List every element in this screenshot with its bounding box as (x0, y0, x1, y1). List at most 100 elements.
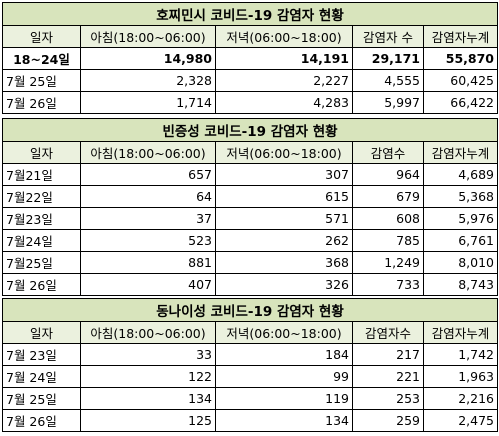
table-row: 7월 25일 134 119 253 2,216 (2, 387, 498, 410)
header-morning[interactable]: 아침(18:00~06:00) (80, 141, 216, 164)
cell-morning[interactable]: 881 (80, 251, 216, 274)
cell-evening[interactable]: 571 (215, 207, 353, 230)
table-row: 7월21일 657 307 964 4,689 (2, 163, 498, 186)
cell-cases[interactable]: 785 (352, 229, 424, 252)
header-cases[interactable]: 감염자수 (352, 321, 424, 344)
cell-cases[interactable]: 1,249 (352, 251, 424, 274)
header-evening[interactable]: 저녁(06:00~18:00) (215, 141, 353, 164)
cell-date[interactable]: 7월25일 (2, 251, 81, 274)
table-row: 7월22일 64 615 679 5,368 (2, 185, 498, 208)
cell-evening[interactable]: 14,191 (215, 47, 353, 70)
table-title-row: 빈증성 코비드-19 감염자 현황 (2, 118, 498, 142)
cell-morning[interactable]: 2,328 (80, 69, 216, 92)
table-title-row: 호찌민시 코비드-19 감염자 현황 (2, 2, 498, 26)
cell-date[interactable]: 7월 26일 (2, 91, 81, 114)
cell-evening[interactable]: 615 (215, 185, 353, 208)
cell-date[interactable]: 7월22일 (2, 185, 81, 208)
table-row: 7월 24일 122 99 221 1,963 (2, 365, 498, 388)
cell-cases[interactable]: 221 (352, 365, 424, 388)
cell-cumulative[interactable]: 2,475 (423, 409, 498, 432)
cell-evening[interactable]: 368 (215, 251, 353, 274)
cell-cumulative[interactable]: 5,368 (423, 185, 498, 208)
cell-date[interactable]: 7월 24일 (2, 365, 81, 388)
cell-morning[interactable]: 657 (80, 163, 216, 186)
cell-date[interactable]: 7월 26일 (2, 273, 81, 296)
table-row: 18~24일 14,980 14,191 29,171 55,870 (2, 47, 498, 70)
cell-cases[interactable]: 253 (352, 387, 424, 410)
cell-evening[interactable]: 262 (215, 229, 353, 252)
header-evening[interactable]: 저녁(06:00~18:00) (215, 25, 353, 48)
header-evening[interactable]: 저녁(06:00~18:00) (215, 321, 353, 344)
cell-cases[interactable]: 217 (352, 343, 424, 366)
cell-cumulative[interactable]: 55,870 (423, 47, 498, 70)
cell-cumulative[interactable]: 66,422 (423, 91, 498, 114)
hcmc-covid-table: 호찌민시 코비드-19 감염자 현황 일자 아침(18:00~06:00) 저녁… (2, 2, 498, 114)
header-morning[interactable]: 아침(18:00~06:00) (80, 321, 216, 344)
cell-cumulative[interactable]: 8,743 (423, 273, 498, 296)
cell-morning[interactable]: 407 (80, 273, 216, 296)
cell-cases[interactable]: 29,171 (352, 47, 424, 70)
cell-evening[interactable]: 4,283 (215, 91, 353, 114)
cell-morning[interactable]: 37 (80, 207, 216, 230)
cell-date[interactable]: 7월 23일 (2, 343, 81, 366)
cell-evening[interactable]: 119 (215, 387, 353, 410)
cell-cumulative[interactable]: 2,216 (423, 387, 498, 410)
header-cumulative[interactable]: 감염자누계 (423, 25, 498, 48)
header-date[interactable]: 일자 (2, 321, 81, 344)
dong-nai-covid-table: 동나이성 코비드-19 감염자 현황 일자 아침(18:00~06:00) 저녁… (2, 298, 498, 432)
cell-date[interactable]: 7월 26일 (2, 409, 81, 432)
cell-cumulative[interactable]: 5,976 (423, 207, 498, 230)
table-title[interactable]: 동나이성 코비드-19 감염자 현황 (2, 298, 498, 322)
cell-date[interactable]: 7월21일 (2, 163, 81, 186)
cell-evening[interactable]: 99 (215, 365, 353, 388)
cell-evening[interactable]: 307 (215, 163, 353, 186)
cell-morning[interactable]: 64 (80, 185, 216, 208)
cell-cumulative[interactable]: 8,010 (423, 251, 498, 274)
cell-cases[interactable]: 679 (352, 185, 424, 208)
cell-cumulative[interactable]: 4,689 (423, 163, 498, 186)
header-row: 일자 아침(18:00~06:00) 저녁(06:00~18:00) 감염자 수… (2, 25, 498, 48)
cell-cases[interactable]: 5,997 (352, 91, 424, 114)
cell-morning[interactable]: 122 (80, 365, 216, 388)
cell-cumulative[interactable]: 1,963 (423, 365, 498, 388)
cell-evening[interactable]: 134 (215, 409, 353, 432)
cell-cases[interactable]: 964 (352, 163, 424, 186)
cell-morning[interactable]: 14,980 (80, 47, 216, 70)
cell-morning[interactable]: 1,714 (80, 91, 216, 114)
cell-date[interactable]: 7월24일 (2, 229, 81, 252)
cell-date[interactable]: 7월 25일 (2, 69, 81, 92)
cell-morning[interactable]: 33 (80, 343, 216, 366)
table-row: 7월 26일 1,714 4,283 5,997 66,422 (2, 91, 498, 114)
cell-cases[interactable]: 733 (352, 273, 424, 296)
cell-date[interactable]: 7월 25일 (2, 387, 81, 410)
cell-cumulative[interactable]: 60,425 (423, 69, 498, 92)
table-title[interactable]: 빈증성 코비드-19 감염자 현황 (2, 118, 498, 142)
header-cumulative[interactable]: 감염자누계 (423, 141, 498, 164)
header-date[interactable]: 일자 (2, 25, 81, 48)
cell-morning[interactable]: 134 (80, 387, 216, 410)
cell-morning[interactable]: 125 (80, 409, 216, 432)
cell-date[interactable]: 18~24일 (2, 47, 81, 70)
table-title-row: 동나이성 코비드-19 감염자 현황 (2, 298, 498, 322)
header-row: 일자 아침(18:00~06:00) 저녁(06:00~18:00) 감염자수 … (2, 321, 498, 344)
cell-date[interactable]: 7월23일 (2, 207, 81, 230)
table-row: 7월23일 37 571 608 5,976 (2, 207, 498, 230)
table-row: 7월 23일 33 184 217 1,742 (2, 343, 498, 366)
cell-evening[interactable]: 184 (215, 343, 353, 366)
header-cases[interactable]: 감염자 수 (352, 25, 424, 48)
header-morning[interactable]: 아침(18:00~06:00) (80, 25, 216, 48)
cell-cumulative[interactable]: 6,761 (423, 229, 498, 252)
cell-cases[interactable]: 259 (352, 409, 424, 432)
cell-cases[interactable]: 608 (352, 207, 424, 230)
cell-cumulative[interactable]: 1,742 (423, 343, 498, 366)
cell-cases[interactable]: 4,555 (352, 69, 424, 92)
cell-evening[interactable]: 2,227 (215, 69, 353, 92)
header-cases[interactable]: 감염수 (352, 141, 424, 164)
cell-evening[interactable]: 326 (215, 273, 353, 296)
header-cumulative[interactable]: 감염자누계 (423, 321, 498, 344)
table-title[interactable]: 호찌민시 코비드-19 감염자 현황 (2, 2, 498, 26)
table-row: 7월 26일 125 134 259 2,475 (2, 409, 498, 432)
cell-morning[interactable]: 523 (80, 229, 216, 252)
header-date[interactable]: 일자 (2, 141, 81, 164)
